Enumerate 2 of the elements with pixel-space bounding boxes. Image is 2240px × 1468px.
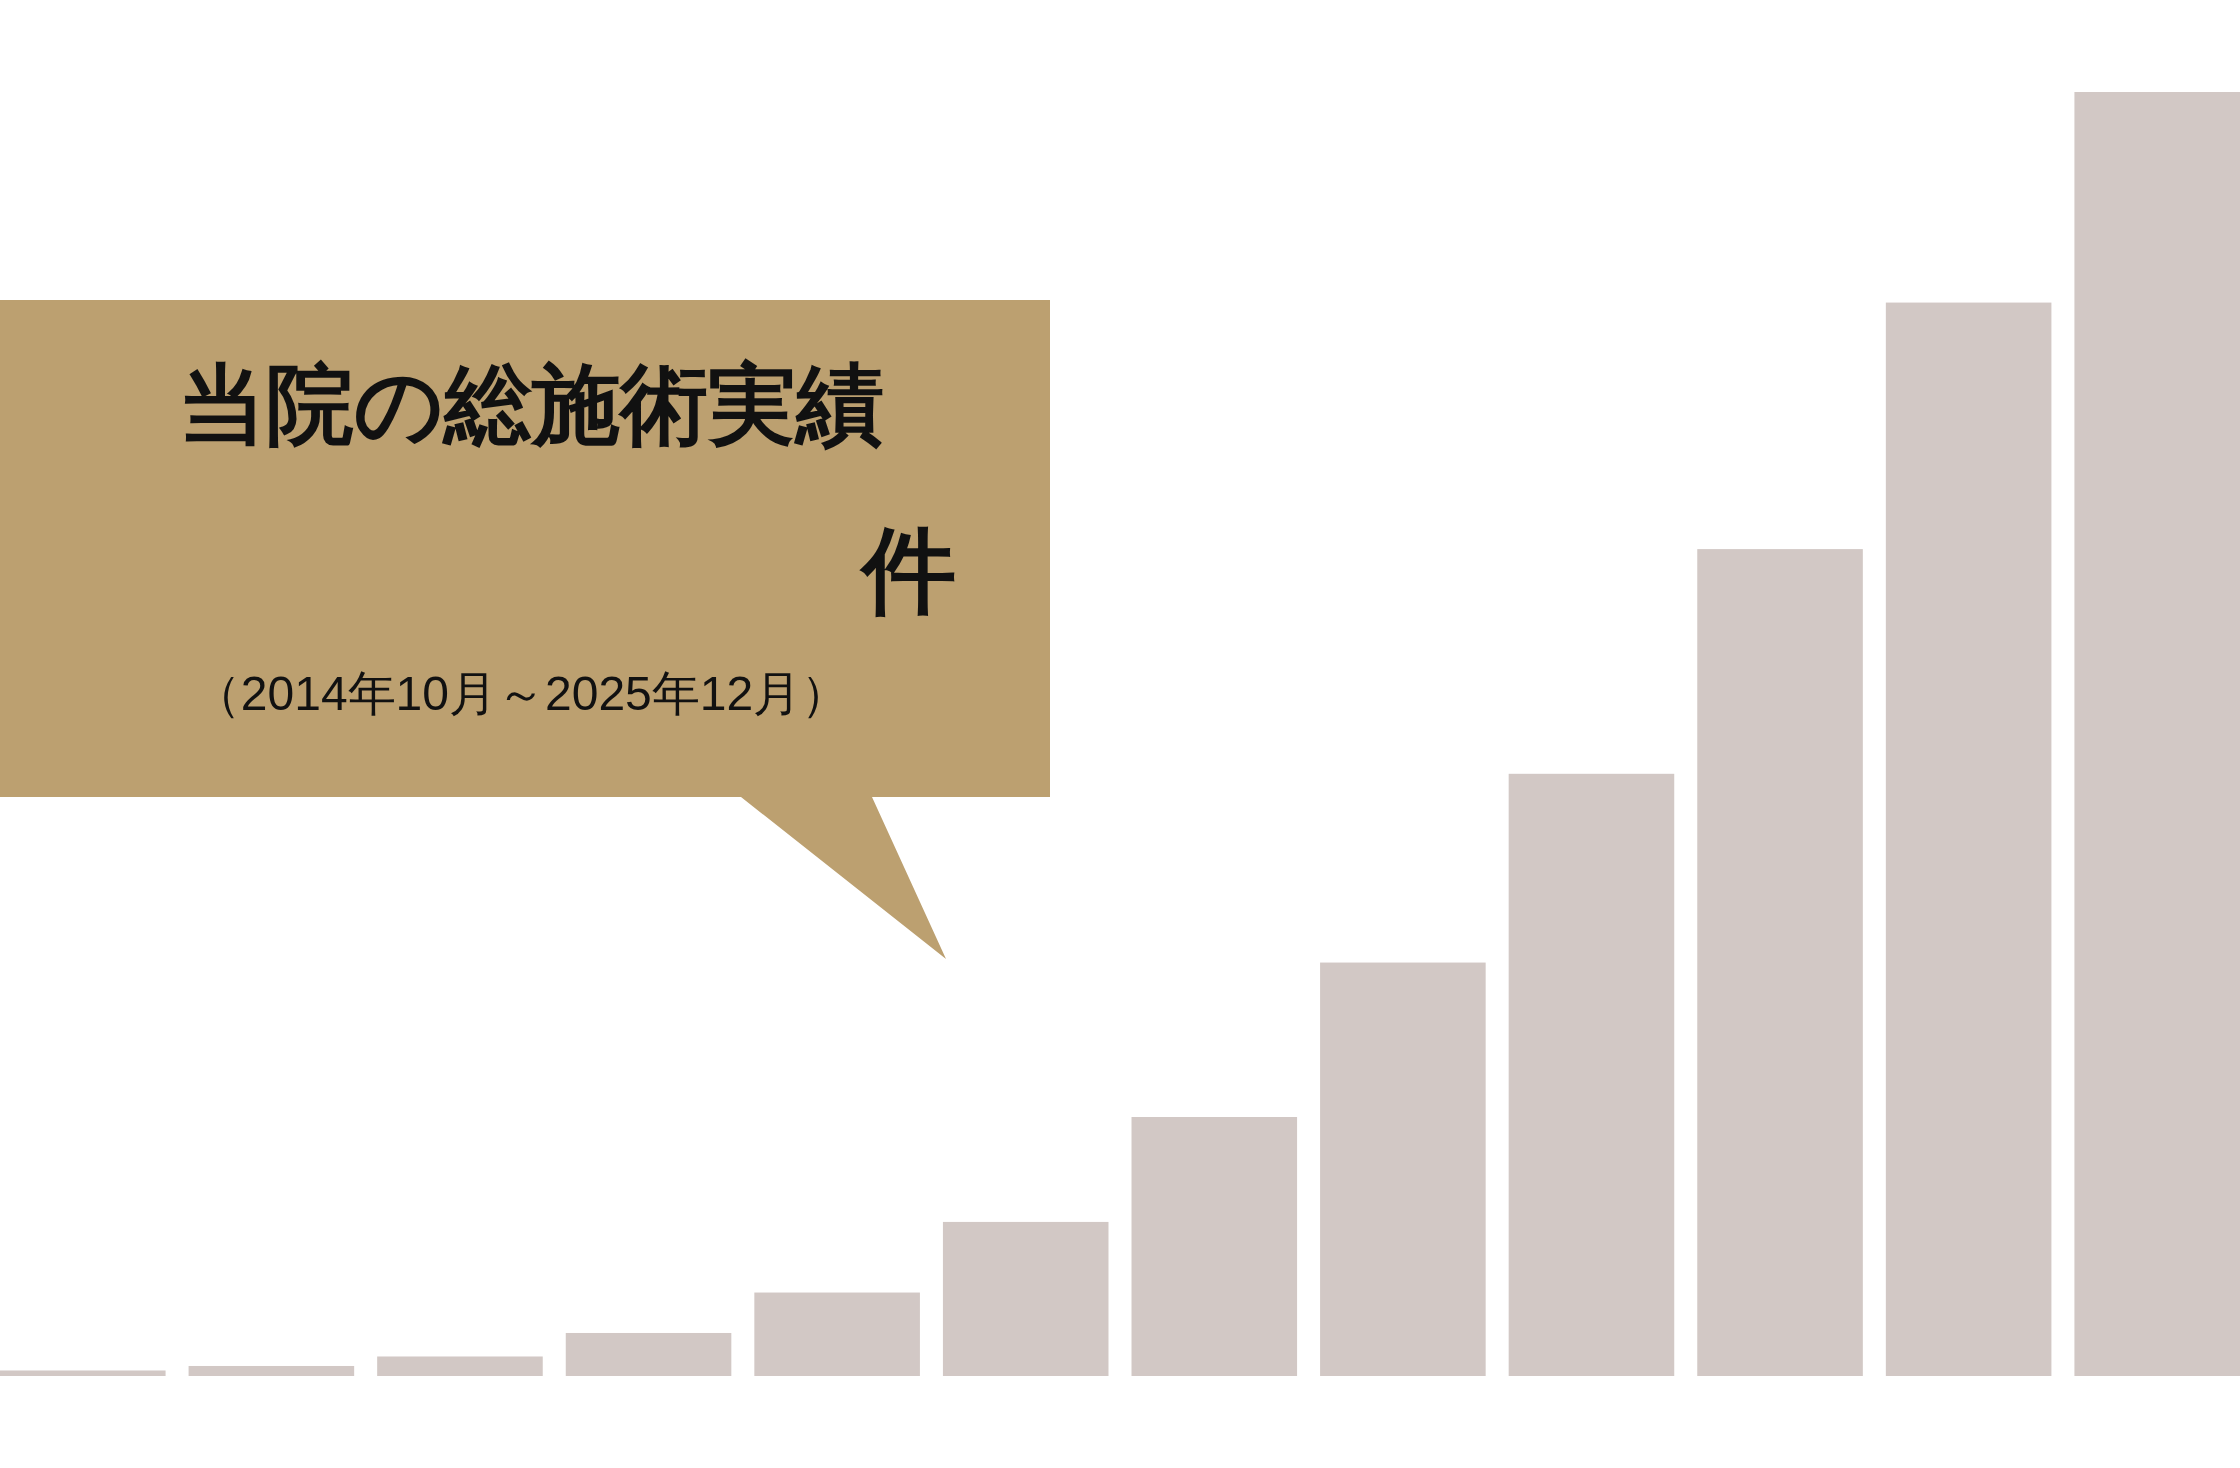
title: 当院の総施術実績 [178,354,884,454]
subtitle: （2014年10月～2025年12月） [192,666,850,720]
